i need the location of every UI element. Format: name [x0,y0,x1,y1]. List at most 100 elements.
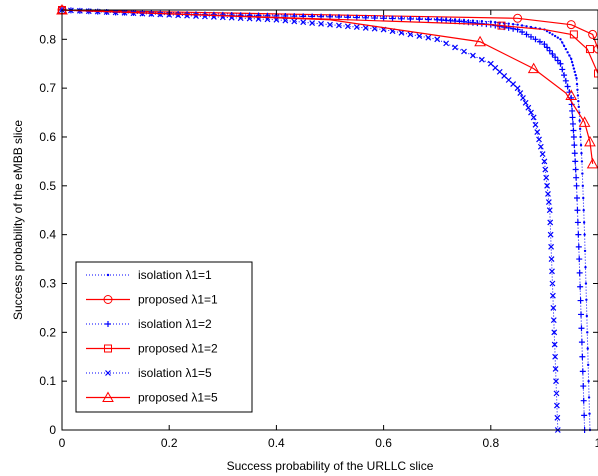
data-point [588,412,591,415]
x-tick-label: 0 [59,436,66,450]
data-point [505,77,512,83]
data-point [579,143,583,147]
data-point [578,339,585,346]
x-tick-label: 0.4 [268,436,285,450]
data-point [582,196,585,200]
data-point [546,207,553,214]
data-point [573,182,580,189]
data-point [362,24,369,31]
data-point [545,191,551,197]
data-point [562,77,569,84]
data-point [585,45,594,54]
data-point [416,16,423,23]
y-tick-label: 0.6 [39,130,56,144]
data-point [576,94,580,97]
data-point [547,219,554,226]
data-point [569,107,576,114]
legend-marker [104,344,112,353]
data-point [511,22,515,26]
data-point [561,41,564,44]
data-point [570,60,574,64]
data-point [389,15,396,22]
data-point [575,77,578,80]
data-point [569,120,576,127]
data-point [425,16,432,23]
plot-frame [61,9,598,431]
data-point [519,28,526,35]
data-point [552,366,559,372]
data-point [586,331,589,334]
data-point [497,21,506,30]
data-point [510,81,517,87]
y-tick-label: 0.5 [39,179,56,193]
data-point [547,231,554,238]
y-tick-label: 0.3 [39,276,56,290]
data-point [452,44,458,51]
data-point [577,297,584,304]
data-point [545,199,552,206]
legend-entry: isolation λ1=5 [86,366,212,380]
legend-label: proposed λ1=2 [138,342,218,356]
data-point [487,60,494,67]
data-point [532,36,539,43]
data-point [416,33,423,39]
data-point [520,94,526,101]
data-point [569,114,576,121]
y-axis-label: Success probability of the eMBB slice [11,120,25,320]
data-point [577,283,584,290]
data-point [583,233,586,236]
data-point [584,282,588,285]
legend-label: proposed λ1=5 [138,391,218,405]
data-point [574,219,581,226]
legend-entry: isolation λ1=1 [86,268,212,282]
data-point [570,57,573,61]
data-point [576,256,583,263]
data-point [571,64,575,67]
data-point [582,221,586,224]
legend-entry: isolation λ1=2 [86,317,212,331]
data-point [549,292,556,299]
data-point [588,29,598,39]
data-point [130,10,137,17]
data-point [548,256,555,262]
data-point [380,15,387,22]
data-point [551,341,558,348]
data-point [541,41,548,48]
data-point [530,114,537,121]
data-point [577,105,580,109]
series-3 [58,6,598,78]
legend-marker [103,295,113,304]
legend: isolation λ1=1 proposed λ1=1 isolation λ1=… [75,261,253,413]
legend-entry: proposed λ1=2 [86,342,218,356]
legend-entry: proposed λ1=1 [86,293,218,307]
x-tick-label: 0.2 [161,436,178,450]
data-point [568,54,571,57]
data-point [577,99,580,103]
data-point [550,304,557,311]
data-point [576,269,583,276]
data-point [474,35,486,47]
data-point [434,36,441,43]
data-point [575,231,582,238]
data-point [557,60,564,67]
data-point [575,243,582,250]
data-point [398,15,405,22]
data-point [585,314,589,318]
data-point [579,353,586,360]
legend-marker [106,273,110,277]
data-point [572,166,579,173]
data-point [291,18,298,25]
x-axis-label: Success probability of the URLLC slice [227,459,434,473]
data-point [549,280,556,287]
data-point [570,133,577,140]
data-point [553,34,557,38]
data-point [501,73,508,79]
data-point [580,397,587,404]
data-point [470,52,476,59]
data-point [585,298,588,301]
data-point [344,23,351,30]
data-point [583,249,587,253]
data-point [528,109,534,116]
data-point [353,24,360,31]
